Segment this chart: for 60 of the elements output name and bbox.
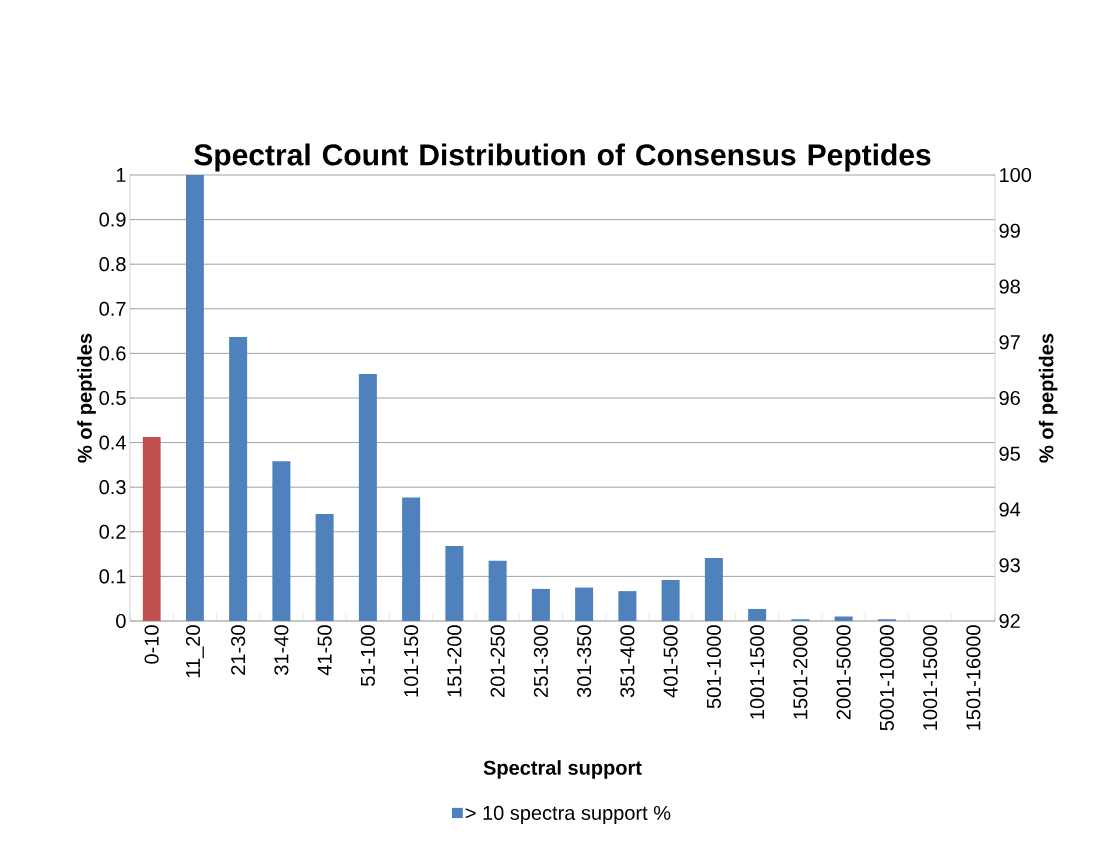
x-tick-label: 1001-1500 — [750, 625, 765, 719]
x-tick-label: 1501-16000 — [966, 625, 981, 730]
bar — [229, 336, 248, 621]
bar — [704, 558, 723, 621]
y2-tick-label: 97 — [999, 335, 1020, 350]
y2-tick-label: 96 — [999, 390, 1020, 406]
bar — [661, 579, 680, 621]
y-tick-label: 0.8 — [99, 257, 126, 272]
y-axis-title: % of peptides — [77, 333, 96, 463]
x-tick-label: 2001-5000 — [836, 625, 851, 720]
bar — [315, 513, 334, 621]
x-tick-label: 201-250 — [490, 625, 505, 697]
x-tick-label: 101-150 — [404, 625, 419, 697]
x-tick-label: 301-350 — [577, 625, 592, 698]
y-tick-label: 0.9 — [99, 212, 126, 227]
x-tick-label: 1001-15000 — [923, 625, 938, 730]
bar — [272, 461, 291, 621]
x-tick-label: 21-30 — [231, 625, 246, 675]
y-tick-label: 0.7 — [99, 301, 126, 316]
y-tick-label: 1 — [116, 168, 126, 182]
x-tick-label: 5001-10000 — [879, 625, 894, 731]
y2-tick-label: 98 — [999, 279, 1020, 294]
y2-tick-label: 100 — [1000, 167, 1032, 183]
y-tick-label: 0 — [116, 613, 126, 629]
x-tick-label: 31-40 — [274, 625, 289, 675]
x-tick-label: 51-100 — [360, 625, 375, 686]
bar — [618, 591, 637, 621]
y2-tick-label: 94 — [999, 502, 1021, 517]
bar — [575, 587, 594, 621]
y2-tick-label: 95 — [999, 446, 1020, 461]
y2-axis-title: % of peptides — [1038, 333, 1058, 463]
x-tick-label: 1501-2000 — [793, 625, 808, 719]
y2-tick-label: 93 — [999, 558, 1020, 573]
y-tick-label: 0.3 — [99, 480, 126, 495]
x-tick-label: 501-1000 — [706, 625, 721, 709]
y2-tick-label: 92 — [999, 613, 1020, 629]
bar — [185, 174, 204, 621]
x-tick-label: 0-10 — [144, 625, 159, 664]
x-tick-label: 151-200 — [447, 625, 462, 697]
x-tick-label: 11_20 — [185, 625, 204, 678]
legend-label: > 10 spectra support % — [465, 805, 671, 824]
bar — [445, 546, 464, 621]
bar — [358, 373, 377, 621]
x-tick-label: 41-50 — [317, 625, 332, 676]
bar — [402, 497, 421, 621]
y-tick-label: 0.2 — [99, 524, 126, 539]
y-tick-label: 0.5 — [99, 390, 126, 406]
x-tick-label: 401-500 — [663, 625, 678, 698]
y-tick-label: 0.1 — [99, 569, 126, 584]
bar — [531, 588, 550, 621]
bar — [834, 616, 853, 621]
x-tick-label: 351-400 — [620, 625, 635, 698]
y-tick-label: 0.6 — [99, 346, 126, 361]
y-tick-label: 0.4 — [99, 435, 126, 450]
chart-title: Spectral Count Distribution of Consensus Peptides — [194, 143, 931, 172]
x-tick-label: 251-300 — [533, 625, 548, 697]
bar — [748, 608, 767, 621]
bar — [488, 560, 507, 621]
x-axis-title: Spectral support — [483, 760, 642, 779]
y2-tick-label: 99 — [999, 223, 1020, 238]
